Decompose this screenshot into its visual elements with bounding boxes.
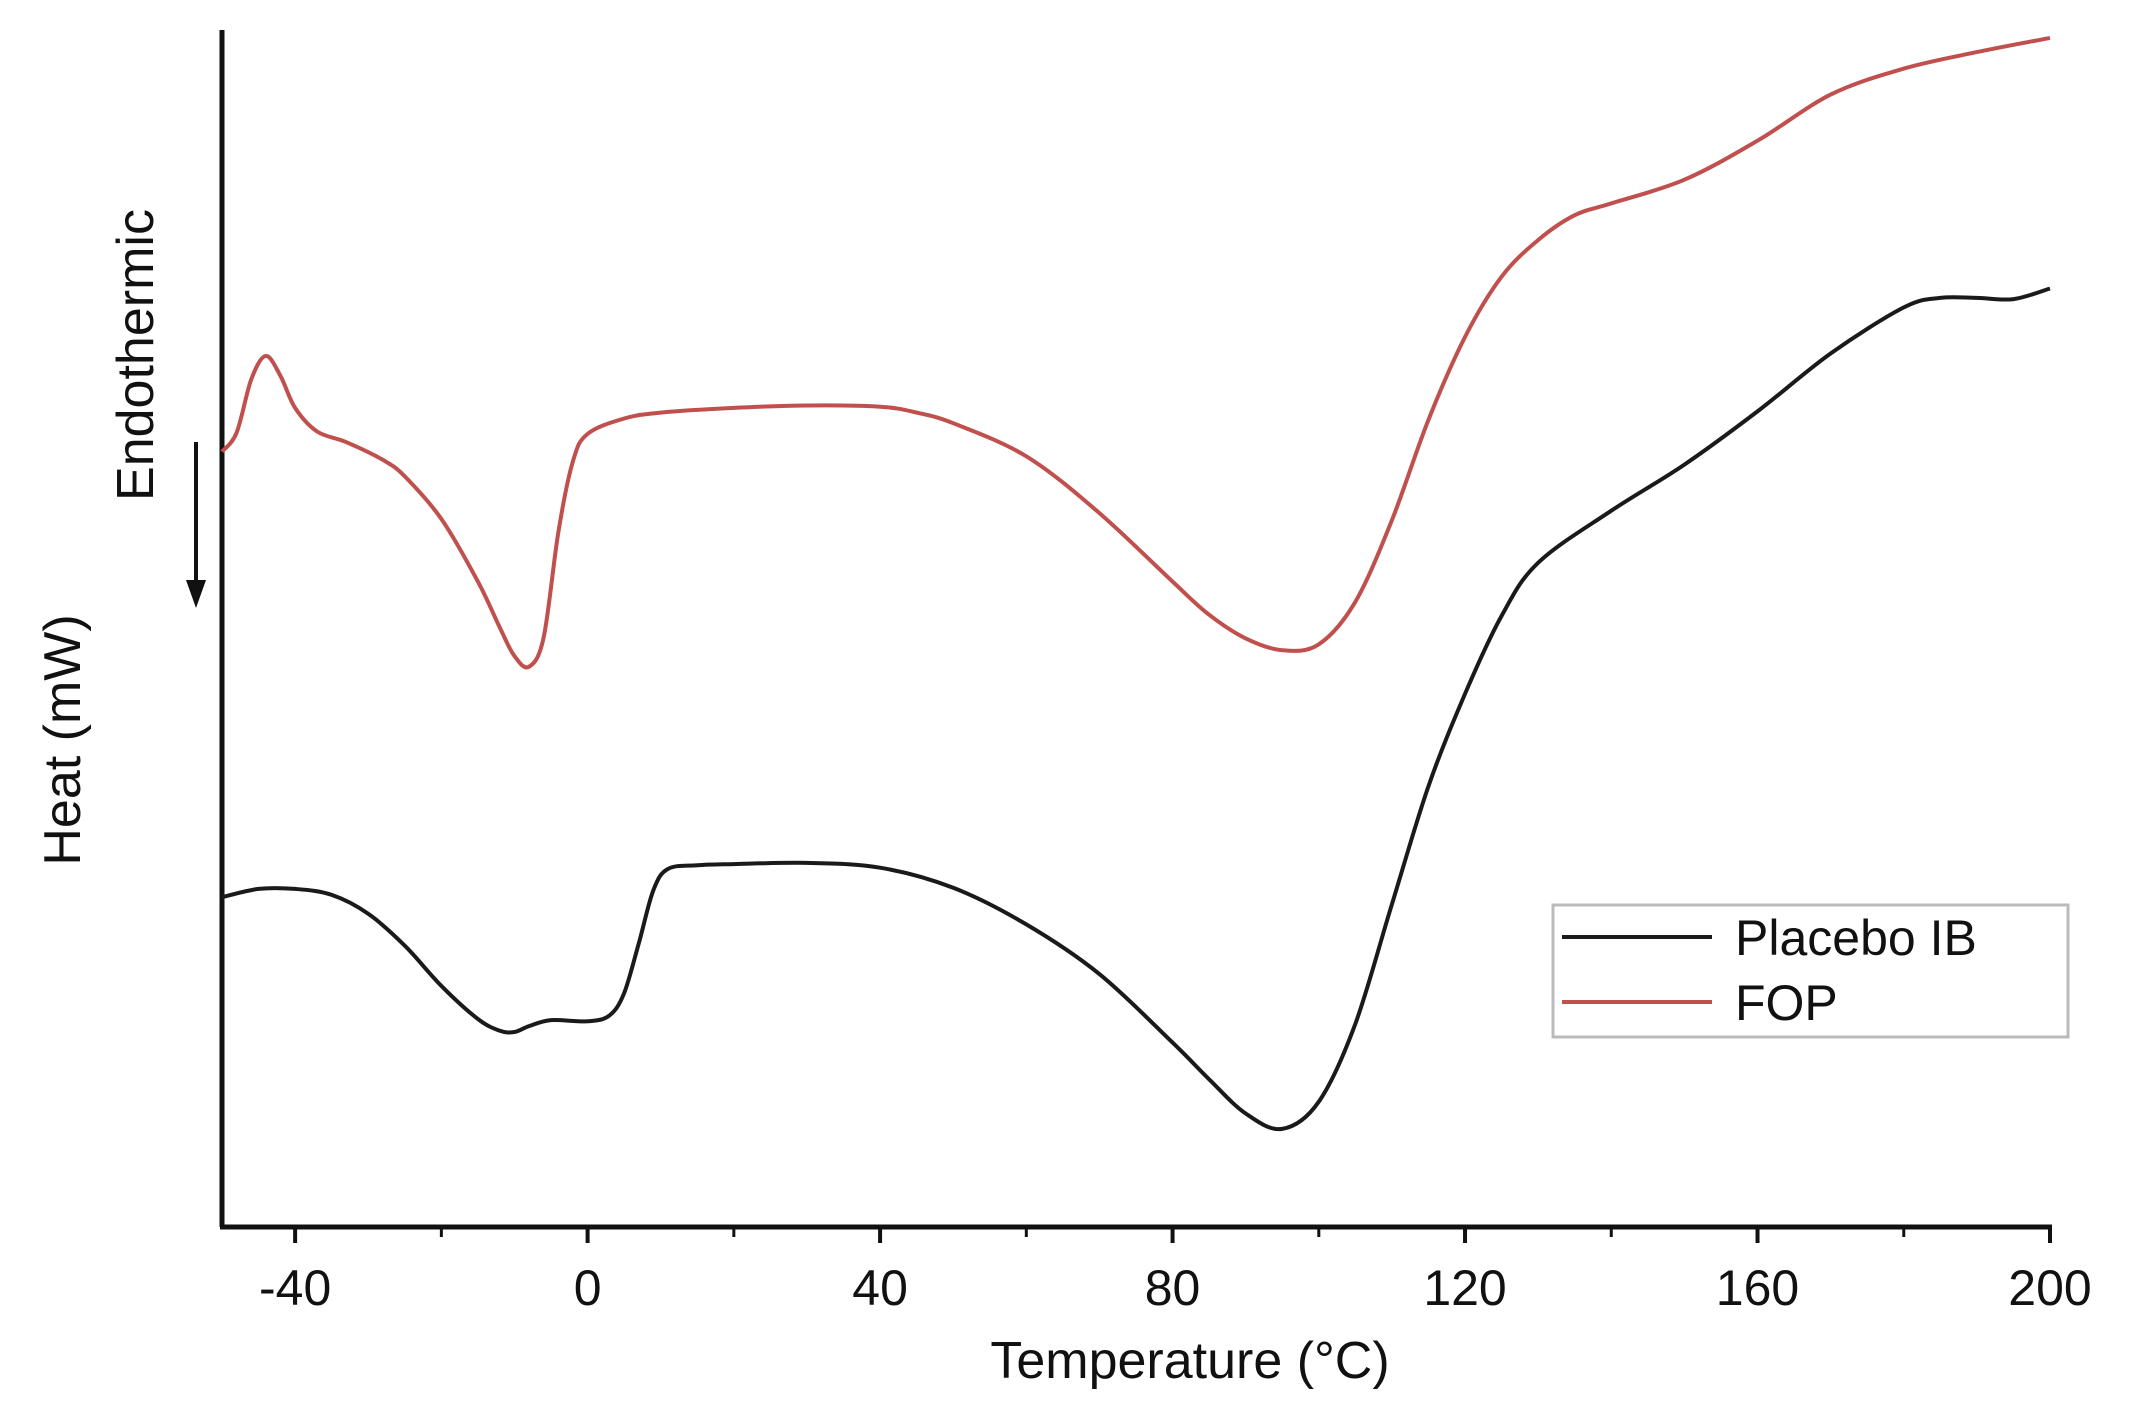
x-tick-group: -40 0 40 80 120 160 200	[259, 1227, 2092, 1316]
x-tick-label: 160	[1716, 1260, 1799, 1316]
series-line-placebo-ib	[221, 286, 2051, 1132]
x-tick-label: 200	[2008, 1260, 2091, 1316]
x-tick-label: 40	[852, 1260, 908, 1316]
series-group	[220, 35, 2051, 1132]
endothermic-arrow-icon	[186, 442, 206, 608]
legend-label-placebo-ib: Placebo IB	[1735, 910, 1977, 966]
series-line-fop	[220, 35, 2051, 670]
y-axis-title: Heat (mW)	[34, 614, 92, 865]
x-tick-label: 80	[1145, 1260, 1201, 1316]
legend: Placebo IB FOP	[1551, 903, 2070, 1039]
endothermic-annotation: Endothermic	[107, 209, 165, 501]
x-tick-label: -40	[259, 1260, 331, 1316]
x-tick-label: 120	[1423, 1260, 1506, 1316]
x-tick-label: 0	[574, 1260, 602, 1316]
legend-label-fop: FOP	[1735, 975, 1838, 1031]
legend-box	[1551, 903, 2070, 1039]
x-axis-title: Temperature (°C)	[990, 1332, 1389, 1390]
